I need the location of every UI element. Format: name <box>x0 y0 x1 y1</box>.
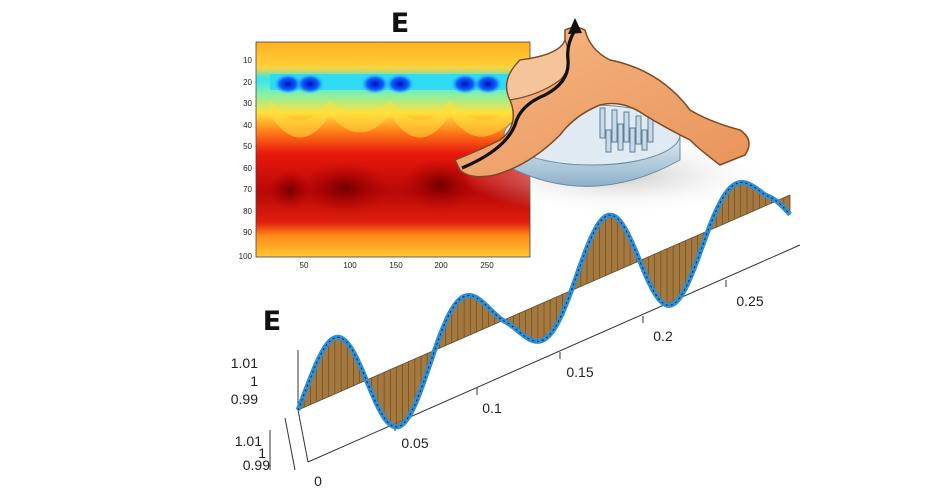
heatmap-dark-region <box>268 170 312 210</box>
heatmap-y-tick: 50 <box>243 142 252 151</box>
wave-surface <box>295 180 792 430</box>
heatmap-y-tick: 90 <box>243 228 252 237</box>
heatmap-y-tick: 80 <box>243 207 252 216</box>
pillar-array <box>599 107 654 153</box>
wave-y-lower-tick: 0.99 <box>243 457 270 473</box>
heatmap-blob <box>361 74 389 94</box>
flow-arrow-head-icon <box>568 18 582 34</box>
wave-origin-label: 0 <box>314 473 322 489</box>
heatmap-y-tick: 40 <box>243 121 252 130</box>
flow-path <box>461 29 577 170</box>
wave-x-tick-label: 0.2 <box>653 328 673 344</box>
wave-x-tick-label: 0.1 <box>482 400 502 416</box>
wave-plot: E 0.05 0.1 0.15 0.2 0.25 1.01 1 0.99 <box>231 180 801 489</box>
heatmap-x-tick: 200 <box>434 261 448 270</box>
wave-plot-title: E <box>263 306 281 337</box>
heatmap-panel: E 10 20 30 40 50 60 70 80 90 100 5 <box>239 8 531 270</box>
heatmap-y-tick: 100 <box>239 252 253 261</box>
heatmap-x-tick: 100 <box>343 261 357 270</box>
wave-x-tick-label: 0.05 <box>401 435 428 451</box>
wave-y-upper-tick: 1.01 <box>231 355 258 371</box>
heatmap-lobes <box>270 100 520 138</box>
heatmap-blob <box>386 74 414 94</box>
heatmap-dark-region <box>300 162 390 214</box>
heatmap-y-tick: 20 <box>243 78 252 87</box>
device-inlet <box>506 38 570 101</box>
wave-y-lower-tick: 1.01 <box>235 433 262 449</box>
wave-y-upper-tick: 0.99 <box>231 391 258 407</box>
heatmap-y-axis: 10 20 30 40 50 60 70 80 90 100 <box>239 56 253 261</box>
heatmap-dark-region <box>400 159 480 211</box>
heatmap-y-tick: 10 <box>243 56 252 65</box>
heatmap-y-tick: 30 <box>243 99 252 108</box>
wave-y-lower-tick: 1 <box>258 445 266 461</box>
heatmap-y-tick: 70 <box>243 185 252 194</box>
heatmap-x-axis: 50 100 150 200 250 <box>300 261 495 270</box>
heatmap-x-tick: 250 <box>480 261 494 270</box>
heatmap-blob <box>451 74 479 94</box>
wave-y-upper-tick: 1 <box>250 373 258 389</box>
heatmap-x-tick: 150 <box>389 261 403 270</box>
heatmap-blob <box>274 74 302 94</box>
heatmap-title: E <box>391 8 409 39</box>
heatmap-x-tick: 50 <box>300 261 309 270</box>
wave-crest-outline <box>295 180 792 430</box>
device-illustration <box>453 18 780 215</box>
wave-x-tick-label: 0.25 <box>736 293 763 309</box>
heatmap-blob <box>474 74 502 94</box>
heatmap-y-tick: 60 <box>243 164 252 173</box>
heatmap-blob <box>296 74 324 94</box>
wave-x-tick-label: 0.15 <box>566 364 593 380</box>
